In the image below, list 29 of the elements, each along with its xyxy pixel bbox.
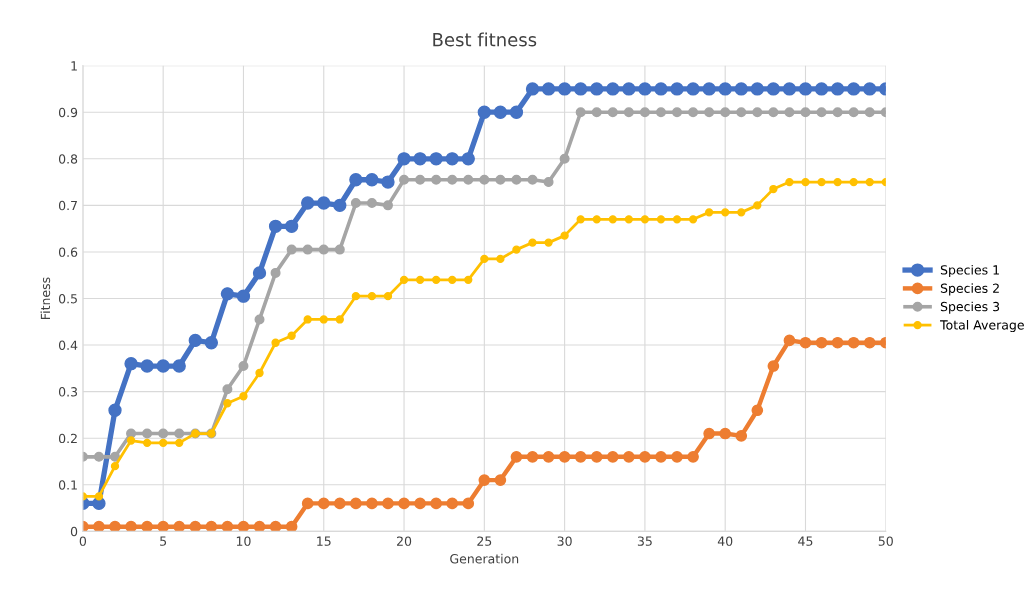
y-tick-label: 0.3: [58, 387, 78, 397]
chart-title: Best fitness: [433, 32, 537, 47]
y-tick-label: 0.9: [58, 107, 78, 118]
y-tick-label: 0.4: [58, 340, 78, 350]
y-tick-label: 0.5: [58, 293, 77, 304]
y-axis-title: Fitness: [40, 277, 51, 319]
y-tick-label: 0.2: [58, 433, 77, 444]
x-tick-label: 35: [637, 536, 652, 546]
x-tick-label: 15: [317, 536, 331, 546]
y-tick-label: 0.8: [58, 154, 78, 164]
x-tick-label: 5: [160, 536, 167, 546]
legend-label: Total Average: [940, 319, 1024, 333]
x-tick-label: 45: [798, 536, 813, 546]
legend-label: Species 3: [940, 301, 1000, 314]
legend-label: Species 1: [940, 264, 999, 278]
x-tick-label: 10: [236, 536, 251, 546]
y-tick-label: 0.6: [58, 247, 78, 257]
y-tick-label: 0.1: [58, 480, 77, 490]
x-tick-label: 40: [717, 536, 733, 546]
x-tick-label: 30: [557, 536, 572, 546]
x-tick-label: 0: [79, 536, 87, 546]
y-tick-label: 0: [70, 526, 78, 537]
y-tick-label: 0.7: [58, 200, 77, 211]
legend-label: Species 2: [940, 283, 999, 296]
x-axis-title: Generation: [450, 553, 519, 564]
y-tick-label: 1: [71, 61, 77, 71]
x-tick-label: 25: [477, 536, 492, 546]
x-tick-label: 50: [878, 536, 893, 546]
x-tick-label: 20: [397, 536, 412, 546]
